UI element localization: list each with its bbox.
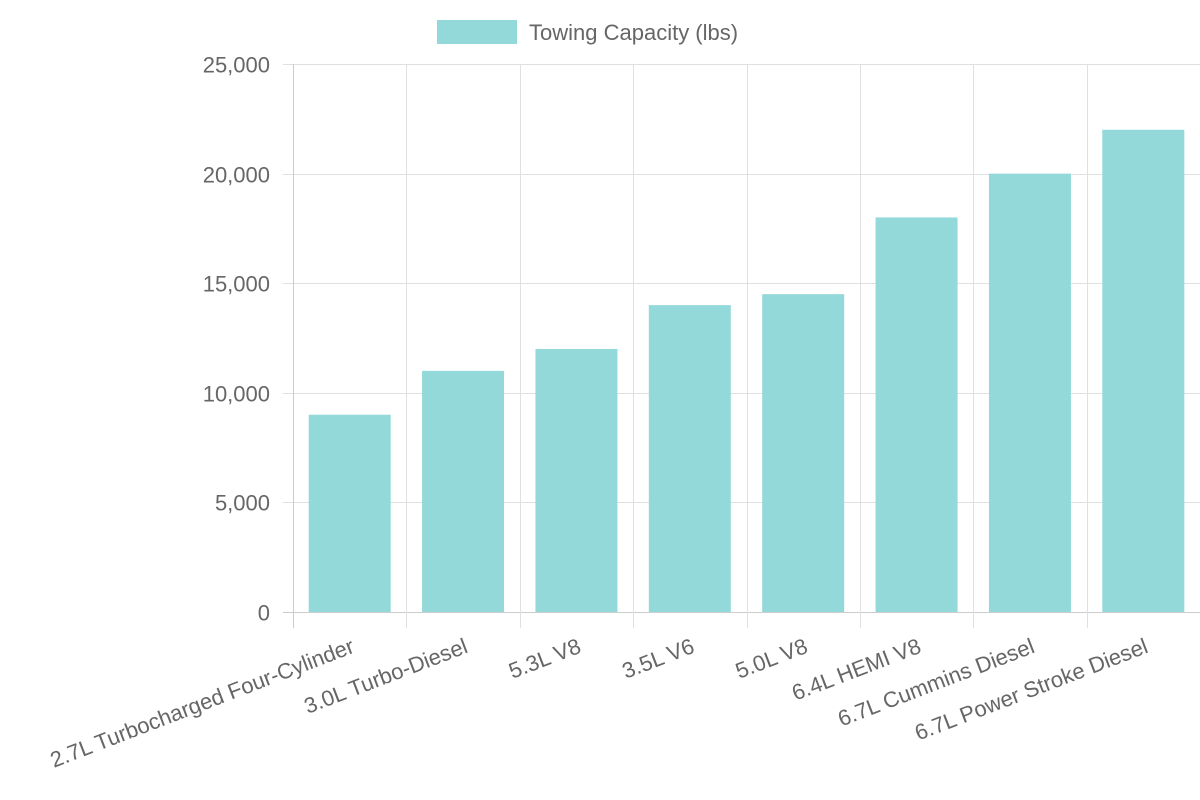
y-tick-label: 0 <box>258 601 270 626</box>
bars <box>308 129 1185 612</box>
bar <box>308 414 391 612</box>
y-tick-label: 20,000 <box>203 163 270 188</box>
x-tick-label: 5.0L V8 <box>732 633 811 683</box>
bar <box>988 173 1071 612</box>
y-tick-label: 15,000 <box>203 272 270 297</box>
bar <box>1102 129 1185 612</box>
y-tick-label: 5,000 <box>215 491 270 516</box>
bar <box>422 370 505 612</box>
y-axis: 0 5,000 10,000 15,000 20,000 25,000 <box>203 53 270 626</box>
x-tick-label: 5.3L V8 <box>505 633 584 683</box>
legend-label: Towing Capacity (lbs) <box>529 20 738 45</box>
y-tick-label: 10,000 <box>203 382 270 407</box>
bar <box>648 305 731 612</box>
x-tick-label: 3.5L V6 <box>619 633 698 683</box>
bar <box>762 294 845 612</box>
grid <box>283 64 1200 628</box>
bar <box>535 348 618 612</box>
legend-swatch <box>437 20 517 44</box>
y-tick-label: 25,000 <box>203 53 270 78</box>
bar <box>875 217 958 612</box>
legend[interactable]: Towing Capacity (lbs) <box>437 20 738 45</box>
